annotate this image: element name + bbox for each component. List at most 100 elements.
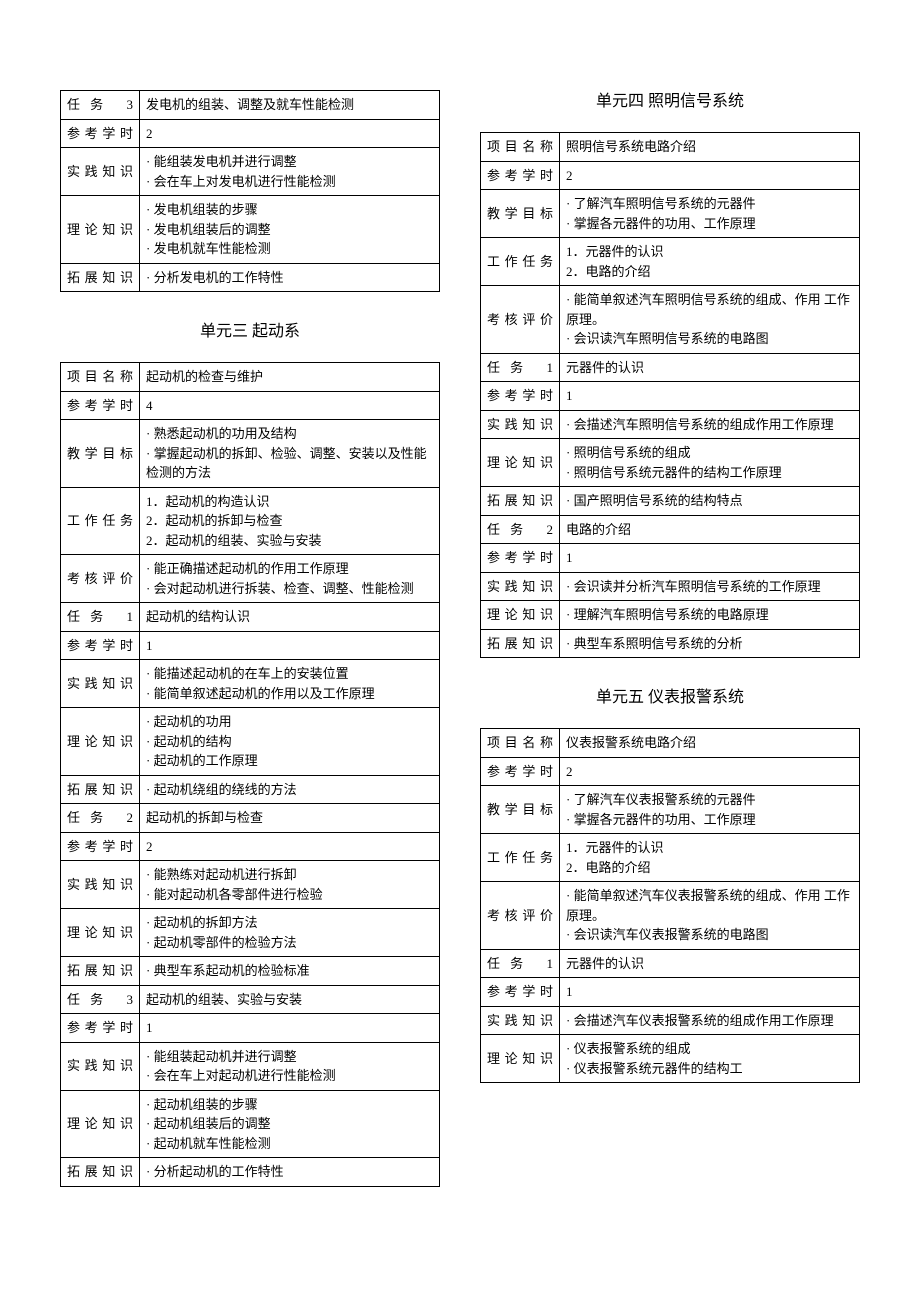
table-row: 实践知识· 会描述汽车仪表报警系统的组成作用工作原理 xyxy=(481,1006,860,1035)
table-block: 单元三 起动系项目名称起动机的检查与维护参考学时4教学目标· 熟悉起动机的功用及… xyxy=(60,320,440,1187)
row-label: 理论知识 xyxy=(61,1090,140,1158)
row-label: 理论知识 xyxy=(481,1035,560,1083)
table-row: 参考学时2 xyxy=(481,161,860,190)
row-value: 4 xyxy=(140,391,440,420)
row-value: 2 xyxy=(140,832,440,861)
row-label: 参考学时 xyxy=(61,1014,140,1043)
row-label: 参考学时 xyxy=(481,544,560,573)
row-label: 实践知识 xyxy=(481,1006,560,1035)
row-label: 参考学时 xyxy=(61,391,140,420)
table-row: 拓展知识· 起动机绕组的绕线的方法 xyxy=(61,775,440,804)
table-row: 拓展知识· 典型车系照明信号系统的分析 xyxy=(481,629,860,658)
table-row: 理论知识· 起动机组装的步骤· 起动机组装后的调整· 起动机就车性能检测 xyxy=(61,1090,440,1158)
row-value: · 了解汽车照明信号系统的元器件· 掌握各元器件的功用、工作原理 xyxy=(560,190,860,238)
table-row: 任务 2电路的介绍 xyxy=(481,515,860,544)
row-value: 2 xyxy=(140,119,440,148)
table-row: 工作任务1．元器件的认识2．电路的介绍 xyxy=(481,834,860,882)
row-label: 实践知识 xyxy=(61,660,140,708)
table-row: 考核评价· 能简单叙述汽车照明信号系统的组成、作用 工作原理。· 会识读汽车照明… xyxy=(481,286,860,354)
row-value: · 典型车系起动机的检验标准 xyxy=(140,957,440,986)
row-value: 起动机的拆卸与检查 xyxy=(140,804,440,833)
row-value: · 会识读并分析汽车照明信号系统的工作原理 xyxy=(560,572,860,601)
row-label: 实践知识 xyxy=(481,572,560,601)
table-row: 工作任务1．元器件的认识2．电路的介绍 xyxy=(481,238,860,286)
table-row: 参考学时4 xyxy=(61,391,440,420)
row-label: 拓展知识 xyxy=(481,629,560,658)
row-label: 教学目标 xyxy=(61,420,140,488)
row-label: 教学目标 xyxy=(481,190,560,238)
row-label: 项目名称 xyxy=(61,363,140,392)
row-label: 拓展知识 xyxy=(61,263,140,292)
row-value: 1．元器件的认识2．电路的介绍 xyxy=(560,834,860,882)
row-value: 1．起动机的构造认识2．起动机的拆卸与检查2．起动机的组装、实验与安装 xyxy=(140,487,440,555)
row-value: 起动机的结构认识 xyxy=(140,603,440,632)
table-row: 参考学时1 xyxy=(481,382,860,411)
row-value: 元器件的认识 xyxy=(560,353,860,382)
row-label: 参考学时 xyxy=(481,161,560,190)
row-label: 考核评价 xyxy=(481,882,560,950)
table-block: 任务 3发电机的组装、调整及就车性能检测参考学时2实践知识· 能组装发电机并进行… xyxy=(60,90,440,292)
section-title: 单元五 仪表报警系统 xyxy=(480,686,860,710)
row-value: 元器件的认识 xyxy=(560,949,860,978)
row-value: · 起动机组装的步骤· 起动机组装后的调整· 起动机就车性能检测 xyxy=(140,1090,440,1158)
table-row: 任务 1起动机的结构认识 xyxy=(61,603,440,632)
row-value: · 能简单叙述汽车仪表报警系统的组成、作用 工作原理。· 会识读汽车仪表报警系统… xyxy=(560,882,860,950)
row-label: 考核评价 xyxy=(61,555,140,603)
row-label: 理论知识 xyxy=(61,708,140,776)
table-row: 理论知识· 起动机的拆卸方法· 起动机零部件的检验方法 xyxy=(61,909,440,957)
row-label: 任务 2 xyxy=(61,804,140,833)
table-row: 实践知识· 能熟练对起动机进行拆卸· 能对起动机各零部件进行检验 xyxy=(61,861,440,909)
row-label: 工作任务 xyxy=(481,238,560,286)
table-block: 单元四 照明信号系统项目名称照明信号系统电路介绍参考学时2教学目标· 了解汽车照… xyxy=(480,90,860,658)
row-value: 2 xyxy=(560,757,860,786)
row-label: 任务 1 xyxy=(61,603,140,632)
table-row: 理论知识· 理解汽车照明信号系统的电路原理 xyxy=(481,601,860,630)
row-value: 仪表报警系统电路介绍 xyxy=(560,729,860,758)
row-label: 任务 1 xyxy=(481,949,560,978)
table-row: 理论知识· 照明信号系统的组成· 照明信号系统元器件的结构工作原理 xyxy=(481,439,860,487)
content-table: 项目名称仪表报警系统电路介绍参考学时2教学目标· 了解汽车仪表报警系统的元器件·… xyxy=(480,728,860,1083)
row-value: 起动机的组装、实验与安装 xyxy=(140,985,440,1014)
table-row: 教学目标· 了解汽车照明信号系统的元器件· 掌握各元器件的功用、工作原理 xyxy=(481,190,860,238)
row-label: 实践知识 xyxy=(61,1042,140,1090)
row-label: 实践知识 xyxy=(61,861,140,909)
row-value: 1．元器件的认识2．电路的介绍 xyxy=(560,238,860,286)
table-row: 参考学时1 xyxy=(61,1014,440,1043)
row-label: 实践知识 xyxy=(61,148,140,196)
row-label: 教学目标 xyxy=(481,786,560,834)
row-value: 起动机的检查与维护 xyxy=(140,363,440,392)
row-label: 理论知识 xyxy=(481,601,560,630)
row-label: 理论知识 xyxy=(61,196,140,264)
content-table: 项目名称起动机的检查与维护参考学时4教学目标· 熟悉起动机的功用及结构· 掌握起… xyxy=(60,362,440,1187)
table-row: 教学目标· 熟悉起动机的功用及结构· 掌握起动机的拆卸、检验、调整、安装以及性能… xyxy=(61,420,440,488)
table-row: 任务 2起动机的拆卸与检查 xyxy=(61,804,440,833)
row-label: 项目名称 xyxy=(481,133,560,162)
table-row: 理论知识· 起动机的功用· 起动机的结构· 起动机的工作原理 xyxy=(61,708,440,776)
document-page: 任务 3发电机的组装、调整及就车性能检测参考学时2实践知识· 能组装发电机并进行… xyxy=(0,0,920,1247)
row-value: · 能组装起动机并进行调整· 会在车上对起动机进行性能检测 xyxy=(140,1042,440,1090)
row-value: 照明信号系统电路介绍 xyxy=(560,133,860,162)
row-label: 拓展知识 xyxy=(61,1158,140,1187)
row-label: 任务 3 xyxy=(61,91,140,120)
row-label: 理论知识 xyxy=(481,439,560,487)
table-row: 考核评价· 能正确描述起动机的作用工作原理· 会对起动机进行拆装、检查、调整、性… xyxy=(61,555,440,603)
content-table: 任务 3发电机的组装、调整及就车性能检测参考学时2实践知识· 能组装发电机并进行… xyxy=(60,90,440,292)
table-row: 参考学时2 xyxy=(61,119,440,148)
table-row: 实践知识· 能组装起动机并进行调整· 会在车上对起动机进行性能检测 xyxy=(61,1042,440,1090)
row-value: · 会描述汽车照明信号系统的组成作用工作原理 xyxy=(560,410,860,439)
row-value: · 能描述起动机的在车上的安装位置· 能简单叙述起动机的作用以及工作原理 xyxy=(140,660,440,708)
row-value: · 分析起动机的工作特性 xyxy=(140,1158,440,1187)
table-row: 参考学时1 xyxy=(61,631,440,660)
table-row: 拓展知识· 分析发电机的工作特性 xyxy=(61,263,440,292)
section-title: 单元四 照明信号系统 xyxy=(480,90,860,114)
table-row: 拓展知识· 分析起动机的工作特性 xyxy=(61,1158,440,1187)
table-row: 参考学时1 xyxy=(481,544,860,573)
row-label: 拓展知识 xyxy=(481,487,560,516)
row-label: 参考学时 xyxy=(61,832,140,861)
row-label: 工作任务 xyxy=(61,487,140,555)
row-value: · 理解汽车照明信号系统的电路原理 xyxy=(560,601,860,630)
table-row: 实践知识· 能组装发电机并进行调整· 会在车上对发电机进行性能检测 xyxy=(61,148,440,196)
table-row: 工作任务1．起动机的构造认识2．起动机的拆卸与检查2．起动机的组装、实验与安装 xyxy=(61,487,440,555)
row-label: 实践知识 xyxy=(481,410,560,439)
table-block: 单元五 仪表报警系统项目名称仪表报警系统电路介绍参考学时2教学目标· 了解汽车仪… xyxy=(480,686,860,1083)
